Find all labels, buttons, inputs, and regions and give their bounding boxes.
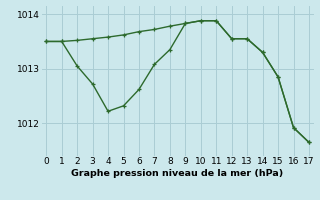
X-axis label: Graphe pression niveau de la mer (hPa): Graphe pression niveau de la mer (hPa) <box>71 169 284 178</box>
